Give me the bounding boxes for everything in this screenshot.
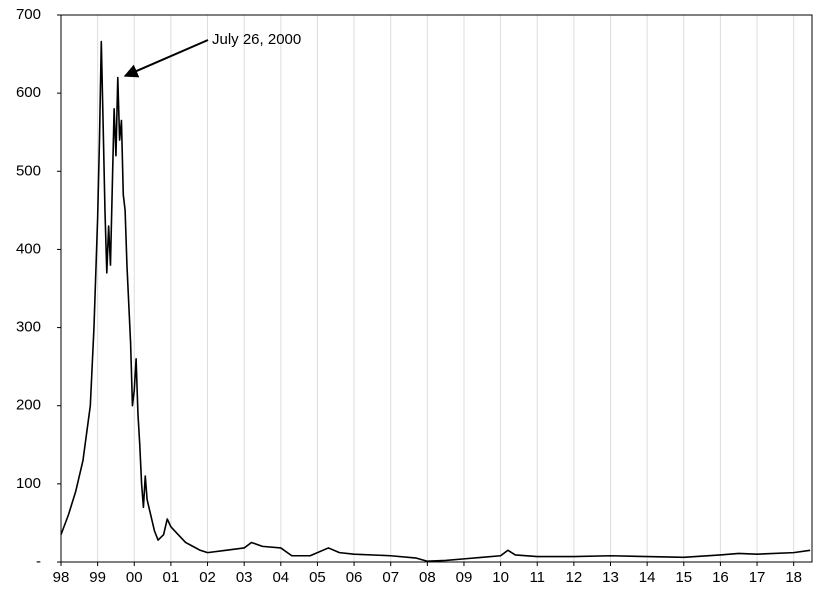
y-tick-label: 200 bbox=[16, 397, 41, 414]
x-tick-label: 10 bbox=[492, 569, 509, 586]
y-tick-label: 300 bbox=[16, 319, 41, 336]
x-tick-label: 12 bbox=[566, 569, 583, 586]
x-tick-label: 04 bbox=[272, 569, 289, 586]
x-tick-label: 05 bbox=[309, 569, 326, 586]
plot-frame bbox=[60, 14, 813, 563]
x-tick-label: 00 bbox=[126, 569, 143, 586]
y-tick-label: 100 bbox=[16, 475, 41, 492]
y-tick-label: 500 bbox=[16, 162, 41, 179]
x-tick-label: 03 bbox=[236, 569, 253, 586]
x-tick-label: 14 bbox=[639, 569, 656, 586]
annotation-arrow bbox=[123, 39, 209, 78]
annotation: July 26, 2000 bbox=[212, 31, 301, 48]
x-tick-label: 18 bbox=[785, 569, 802, 586]
x-tick-label: 01 bbox=[163, 569, 180, 586]
y-tick-label: - bbox=[36, 553, 41, 570]
x-tick-label: 13 bbox=[602, 569, 619, 586]
y-tick-label: 600 bbox=[16, 84, 41, 101]
x-tick-label: 11 bbox=[529, 569, 545, 586]
x-tick-label: 07 bbox=[382, 569, 399, 586]
data-line bbox=[60, 40, 811, 563]
x-tick-label: 06 bbox=[346, 569, 363, 586]
x-tick-label: 17 bbox=[749, 569, 766, 586]
y-tick-label: 700 bbox=[16, 6, 41, 23]
x-tick-label: 02 bbox=[199, 569, 216, 586]
x-tick-label: 09 bbox=[456, 569, 473, 586]
x-tick-label: 16 bbox=[712, 569, 729, 586]
x-tick-label: 08 bbox=[419, 569, 436, 586]
x-tick-label: 98 bbox=[53, 569, 70, 586]
x-tick-label: 99 bbox=[89, 569, 106, 586]
x-tick-label: 15 bbox=[675, 569, 692, 586]
y-tick-label: 400 bbox=[16, 240, 41, 257]
